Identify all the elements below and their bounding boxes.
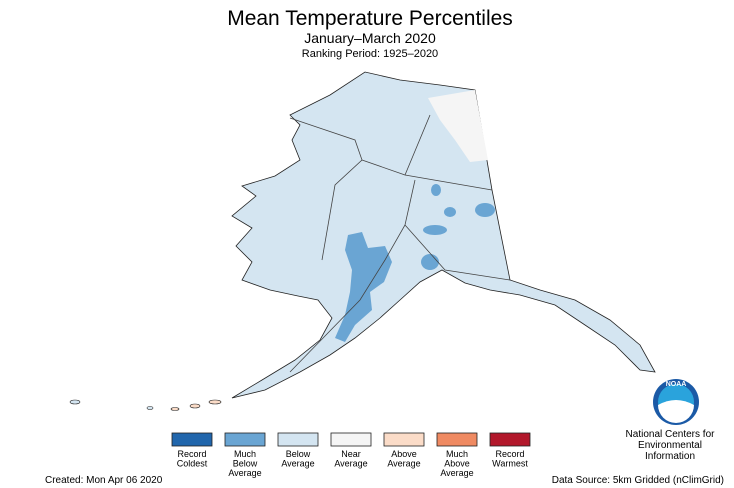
- legend-label: Above: [391, 449, 417, 459]
- legend-label: Much: [446, 449, 468, 459]
- org-name: National Centers forEnvironmentalInforma…: [626, 429, 716, 462]
- legend-swatch: [383, 432, 425, 447]
- logo-wave: [658, 400, 694, 423]
- legend-swatch: [436, 432, 478, 447]
- legend-swatch: [489, 432, 531, 447]
- legend-swatch: [330, 432, 372, 447]
- island: [208, 399, 222, 405]
- much-below-area: [335, 232, 392, 342]
- data-source: Data Source: 5km Gridded (nClimGrid): [552, 475, 724, 486]
- legend-label: Average: [440, 468, 473, 478]
- division-line: [289, 179, 416, 373]
- climate-divisions: [289, 114, 511, 373]
- legend-label: Near: [341, 449, 361, 459]
- aleutian-islands: [69, 399, 222, 411]
- legend-label: Average: [387, 459, 420, 469]
- org-line: National Centers for: [626, 429, 716, 440]
- much-below-area: [475, 203, 495, 217]
- legend-label: Record: [495, 449, 524, 459]
- legend-swatch: [224, 432, 266, 447]
- legend-label: Below: [286, 449, 311, 459]
- created-date: Created: Mon Apr 06 2020: [45, 475, 163, 486]
- legend-label: Above: [444, 459, 470, 469]
- legend-label: Average: [334, 459, 367, 469]
- subtitle: January–March 2020: [304, 30, 436, 46]
- island: [170, 407, 180, 411]
- much-below-area: [421, 254, 439, 270]
- much-below-area: [423, 225, 447, 235]
- much-below-area: [444, 207, 456, 217]
- org-line: Environmental: [638, 440, 702, 451]
- ranking-period: Ranking Period: 1925–2020: [302, 48, 438, 60]
- much-below-area: [431, 184, 441, 196]
- island: [189, 403, 201, 409]
- title: Mean Temperature Percentiles: [227, 7, 513, 30]
- legend-label: Much: [234, 449, 256, 459]
- noaa-logo: NOAA: [653, 379, 699, 425]
- logo-mark: NOAA: [666, 381, 687, 388]
- legend: RecordColdestMuchBelowAverageBelowAverag…: [171, 432, 531, 478]
- alaska-map: [69, 71, 656, 411]
- legend-label: Average: [281, 459, 314, 469]
- legend-label: Warmest: [492, 459, 528, 469]
- legend-swatch: [171, 432, 213, 447]
- near-average-area: [428, 90, 488, 162]
- island: [146, 406, 154, 410]
- org-line: Information: [645, 451, 695, 462]
- division-line: [404, 174, 493, 191]
- island: [69, 399, 81, 405]
- legend-swatch: [277, 432, 319, 447]
- legend-label: Record: [177, 449, 206, 459]
- legend-label: Average: [228, 468, 261, 478]
- legend-label: Coldest: [177, 459, 208, 469]
- state-outline: [231, 71, 656, 399]
- division-line: [404, 224, 511, 281]
- legend-label: Below: [233, 459, 258, 469]
